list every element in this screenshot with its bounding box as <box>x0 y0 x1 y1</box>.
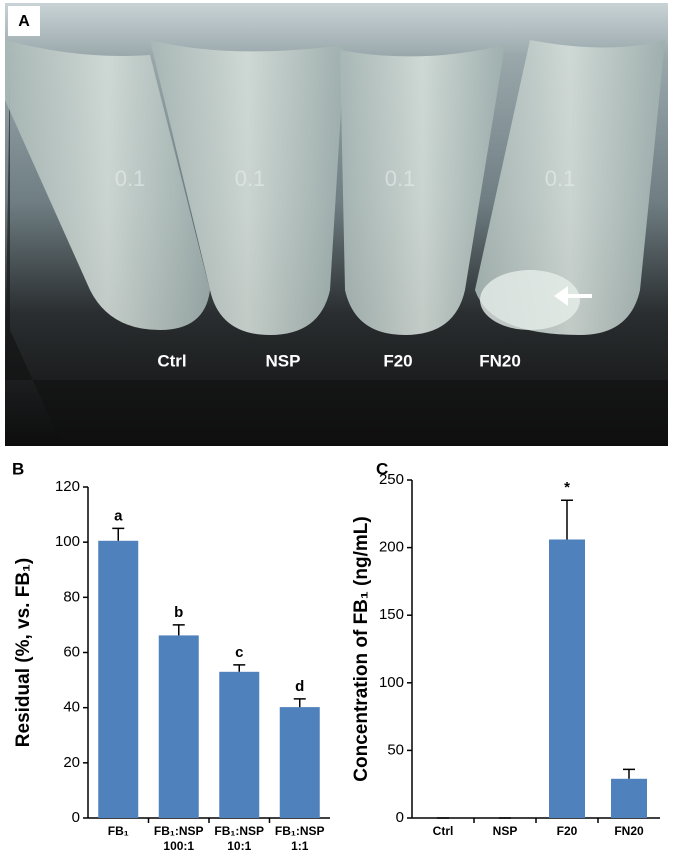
y-tick-label: 20 <box>63 754 80 771</box>
tube <box>5 40 210 330</box>
photo-base <box>5 60 668 440</box>
y-tick-label: 100 <box>379 674 404 691</box>
bar <box>158 635 199 818</box>
x-tick-label: NSP <box>493 824 518 838</box>
bar <box>611 778 647 818</box>
bar <box>98 540 139 818</box>
bar <box>279 707 320 818</box>
x-tick-label: Ctrl <box>433 824 454 838</box>
tube-mark: 0.1 <box>545 166 576 191</box>
y-tick-label: 40 <box>63 699 80 716</box>
error-bar <box>623 768 635 779</box>
tube-mark: 0.1 <box>385 166 416 191</box>
tube-label: NSP <box>266 351 301 370</box>
annotation: d <box>295 678 304 695</box>
panel-label: C <box>376 459 388 478</box>
tube-mark: 0.1 <box>115 166 146 191</box>
error-bar <box>172 624 185 636</box>
y-tick-label: 200 <box>379 539 404 556</box>
y-tick-label: 50 <box>387 741 404 758</box>
x-tick-label: F20 <box>557 824 578 838</box>
x-tick-label: FB₁:NSP 1:1 <box>275 824 325 853</box>
tube <box>150 40 345 335</box>
tube-label: F20 <box>383 351 412 370</box>
tube-labels: Ctrl NSP F20 FN20 0.1 0.1 0.1 0.1 <box>115 166 576 371</box>
y-tick-label: 120 <box>55 478 80 495</box>
y-tick-label: 100 <box>55 533 80 550</box>
error-bar <box>293 698 306 708</box>
x-tick-label: FB₁ <box>108 824 129 838</box>
y-tick-label: 80 <box>63 588 80 605</box>
charts: B Residual (%, vs. FB₁) 0 20 40 60 80 100 120 a FB… <box>12 459 660 853</box>
chart: C Concentration of FB₁ (ng/mL) 0 50 100 150 20… <box>351 459 660 838</box>
x-tick-label: FN20 <box>614 824 644 838</box>
annotation: * <box>564 479 570 496</box>
panel-label-box <box>8 6 40 36</box>
error-bar <box>561 499 573 540</box>
bar <box>549 539 585 818</box>
y-tick-label: 0 <box>72 809 80 826</box>
y-tick-label: 60 <box>63 643 80 660</box>
x-tick-label: FB₁:NSP 100:1 <box>154 824 204 853</box>
chart: B Residual (%, vs. FB₁) 0 20 40 60 80 100 120 a FB… <box>12 459 330 853</box>
annotation: a <box>114 507 123 524</box>
annotation: b <box>174 604 183 621</box>
pellet <box>480 270 580 330</box>
x-tick-label: FB₁:NSP 10:1 <box>214 824 264 853</box>
panel-label: A <box>18 13 30 30</box>
bar <box>219 671 260 818</box>
tube <box>475 40 665 335</box>
panel-label: B <box>12 459 24 478</box>
tube-label: FN20 <box>479 351 521 370</box>
error-bar <box>112 527 125 541</box>
y-tick-label: 0 <box>396 809 404 826</box>
tube-label: Ctrl <box>157 351 186 370</box>
y-axis-label: Concentration of FB₁ (ng/mL) <box>351 516 372 781</box>
error-bar <box>233 664 246 672</box>
tube <box>340 45 505 335</box>
y-tick-label: 150 <box>379 606 404 623</box>
annotation: c <box>235 644 243 661</box>
tube-mark: 0.1 <box>235 166 266 191</box>
arrow <box>554 286 592 306</box>
y-axis-label: Residual (%, vs. FB₁) <box>13 558 34 747</box>
y-tick-label: 250 <box>379 471 404 488</box>
photo-panel: A Ctrl NSP F20 FN20 0.1 0.1 0.1 0.1 <box>5 3 668 446</box>
